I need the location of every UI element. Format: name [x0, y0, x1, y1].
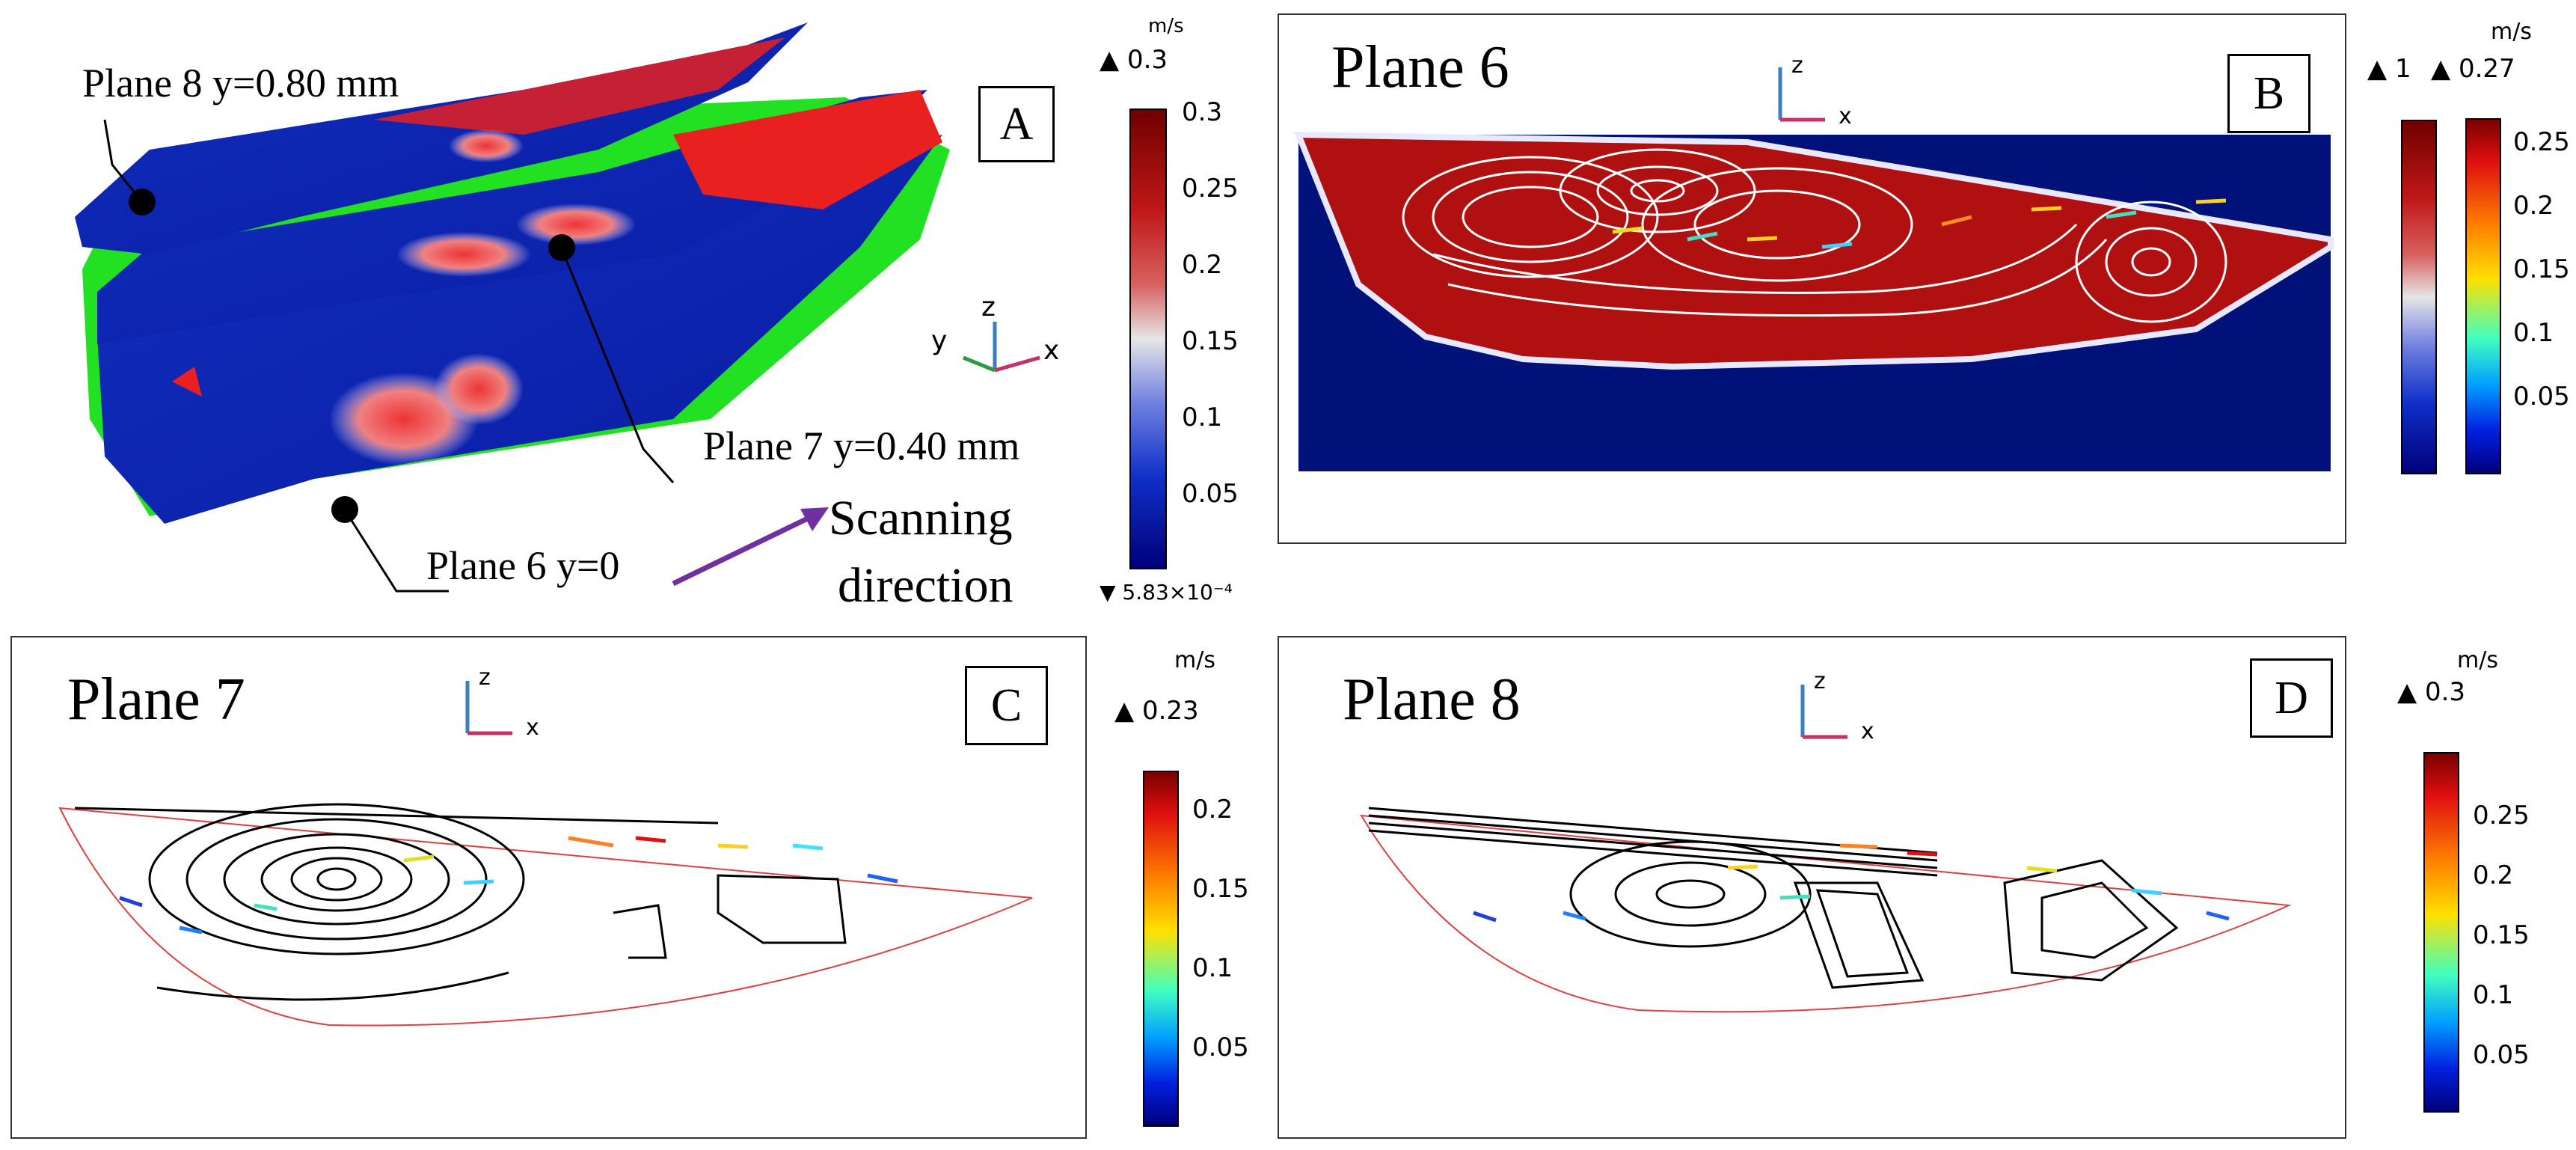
scanning-direction-line2: direction [838, 558, 1013, 613]
colorbar-b-tick-4: 0.05 [2513, 382, 2570, 412]
plane8-marker-dot [129, 189, 156, 215]
colorbar-a-tick-4: 0.1 [1182, 403, 1223, 432]
colorbar-b-right [2465, 118, 2501, 474]
colorbar-b-tick-2: 0.15 [2513, 254, 2570, 284]
panel-d-title: Plane 8 [1343, 667, 1521, 732]
axis-y-label: y [931, 325, 948, 356]
colorbar-b-right-max: ▲ 0.27 [2431, 54, 2515, 84]
axis-x-label: x [1043, 335, 1060, 366]
colorbar-d [2423, 752, 2459, 1113]
axis-d-x: x [1861, 718, 1874, 744]
panel-a-letter: A [978, 86, 1055, 162]
panel-d-frame [1278, 636, 2346, 1139]
plane6-marker-dot [331, 496, 358, 523]
colorbar-b-left [2401, 120, 2437, 474]
panel-c-letter: C [965, 666, 1048, 745]
melt-pool-3d-illustration [75, 22, 950, 524]
panel-c-title: Plane 7 [67, 667, 245, 732]
plane6-velocity-field [1294, 131, 2334, 471]
panel-b-title: Plane 6 [1331, 34, 1509, 100]
colorbar-d-tick-1: 0.2 [2473, 860, 2514, 890]
colorbar-a-tick-1: 0.25 [1182, 174, 1239, 204]
plane7-streamlines [58, 803, 1033, 1027]
colorbar-a-tick-0: 0.3 [1182, 97, 1223, 127]
scanning-arrow [672, 507, 829, 587]
axis-b-z: z [1791, 52, 1803, 79]
colorbar-d-tick-0: 0.25 [2473, 801, 2530, 831]
plane-leader-lines [103, 119, 675, 593]
colorbar-b-left-max: ▲ 1 [2367, 54, 2411, 84]
colorbar-a-tick-5: 0.05 [1182, 479, 1239, 509]
colorbar-a-tick-2: 0.2 [1182, 250, 1223, 280]
colorbar-c-tick-1: 0.15 [1192, 874, 1249, 904]
axis-z-label: z [981, 292, 996, 322]
colorbar-a-tick-3: 0.15 [1182, 326, 1239, 356]
axis-triad-d [1800, 685, 1847, 739]
panel-b-letter: B [2227, 54, 2310, 133]
colorbar-d-tick-2: 0.15 [2473, 920, 2530, 950]
colorbar-c [1143, 771, 1179, 1127]
panel-c-frame [10, 636, 1087, 1139]
colorbar-a-max: ▲ 0.3 [1100, 45, 1168, 75]
colorbar-a-min: ▼ 5.83×10⁻⁴ [1100, 580, 1233, 605]
colorbar-a-unit: m/s [1148, 15, 1184, 37]
colorbar-b-tick-3: 0.1 [2513, 318, 2554, 348]
colorbar-b-tick-0: 0.25 [2513, 127, 2570, 157]
colorbar-b-tick-1: 0.2 [2513, 191, 2554, 221]
colorbar-d-unit: m/s [2457, 647, 2498, 673]
colorbar-d-tick-3: 0.1 [2473, 980, 2514, 1010]
colorbar-b-unit: m/s [2491, 19, 2532, 45]
colorbar-c-tick-3: 0.05 [1192, 1033, 1249, 1062]
plane7-marker-dot [548, 234, 575, 261]
plane8-streamlines [1360, 807, 2292, 1013]
plane8-label: Plane 8 y=0.80 mm [82, 61, 399, 105]
colorbar-a [1129, 108, 1167, 569]
colorbar-c-tick-2: 0.1 [1192, 953, 1233, 983]
plane7-label: Plane 7 y=0.40 mm [703, 423, 1020, 468]
axis-c-z: z [479, 664, 491, 691]
axis-d-z: z [1814, 668, 1826, 694]
scanning-direction-line1: Scanning [829, 491, 1013, 545]
panel-d-letter: D [2250, 658, 2333, 738]
colorbar-c-tick-0: 0.2 [1192, 795, 1233, 825]
plane6-label: Plane 6 y=0 [426, 543, 620, 588]
axis-triad-b [1778, 67, 1825, 122]
axis-triad-c [465, 681, 512, 735]
colorbar-c-max: ▲ 0.23 [1114, 696, 1199, 726]
axis-triad-3d [963, 322, 1040, 373]
colorbar-c-unit: m/s [1174, 647, 1215, 673]
colorbar-d-tick-4: 0.05 [2473, 1040, 2530, 1070]
colorbar-d-max: ▲ 0.3 [2397, 677, 2466, 707]
axis-b-x: x [1839, 103, 1852, 129]
axis-c-x: x [526, 715, 539, 741]
